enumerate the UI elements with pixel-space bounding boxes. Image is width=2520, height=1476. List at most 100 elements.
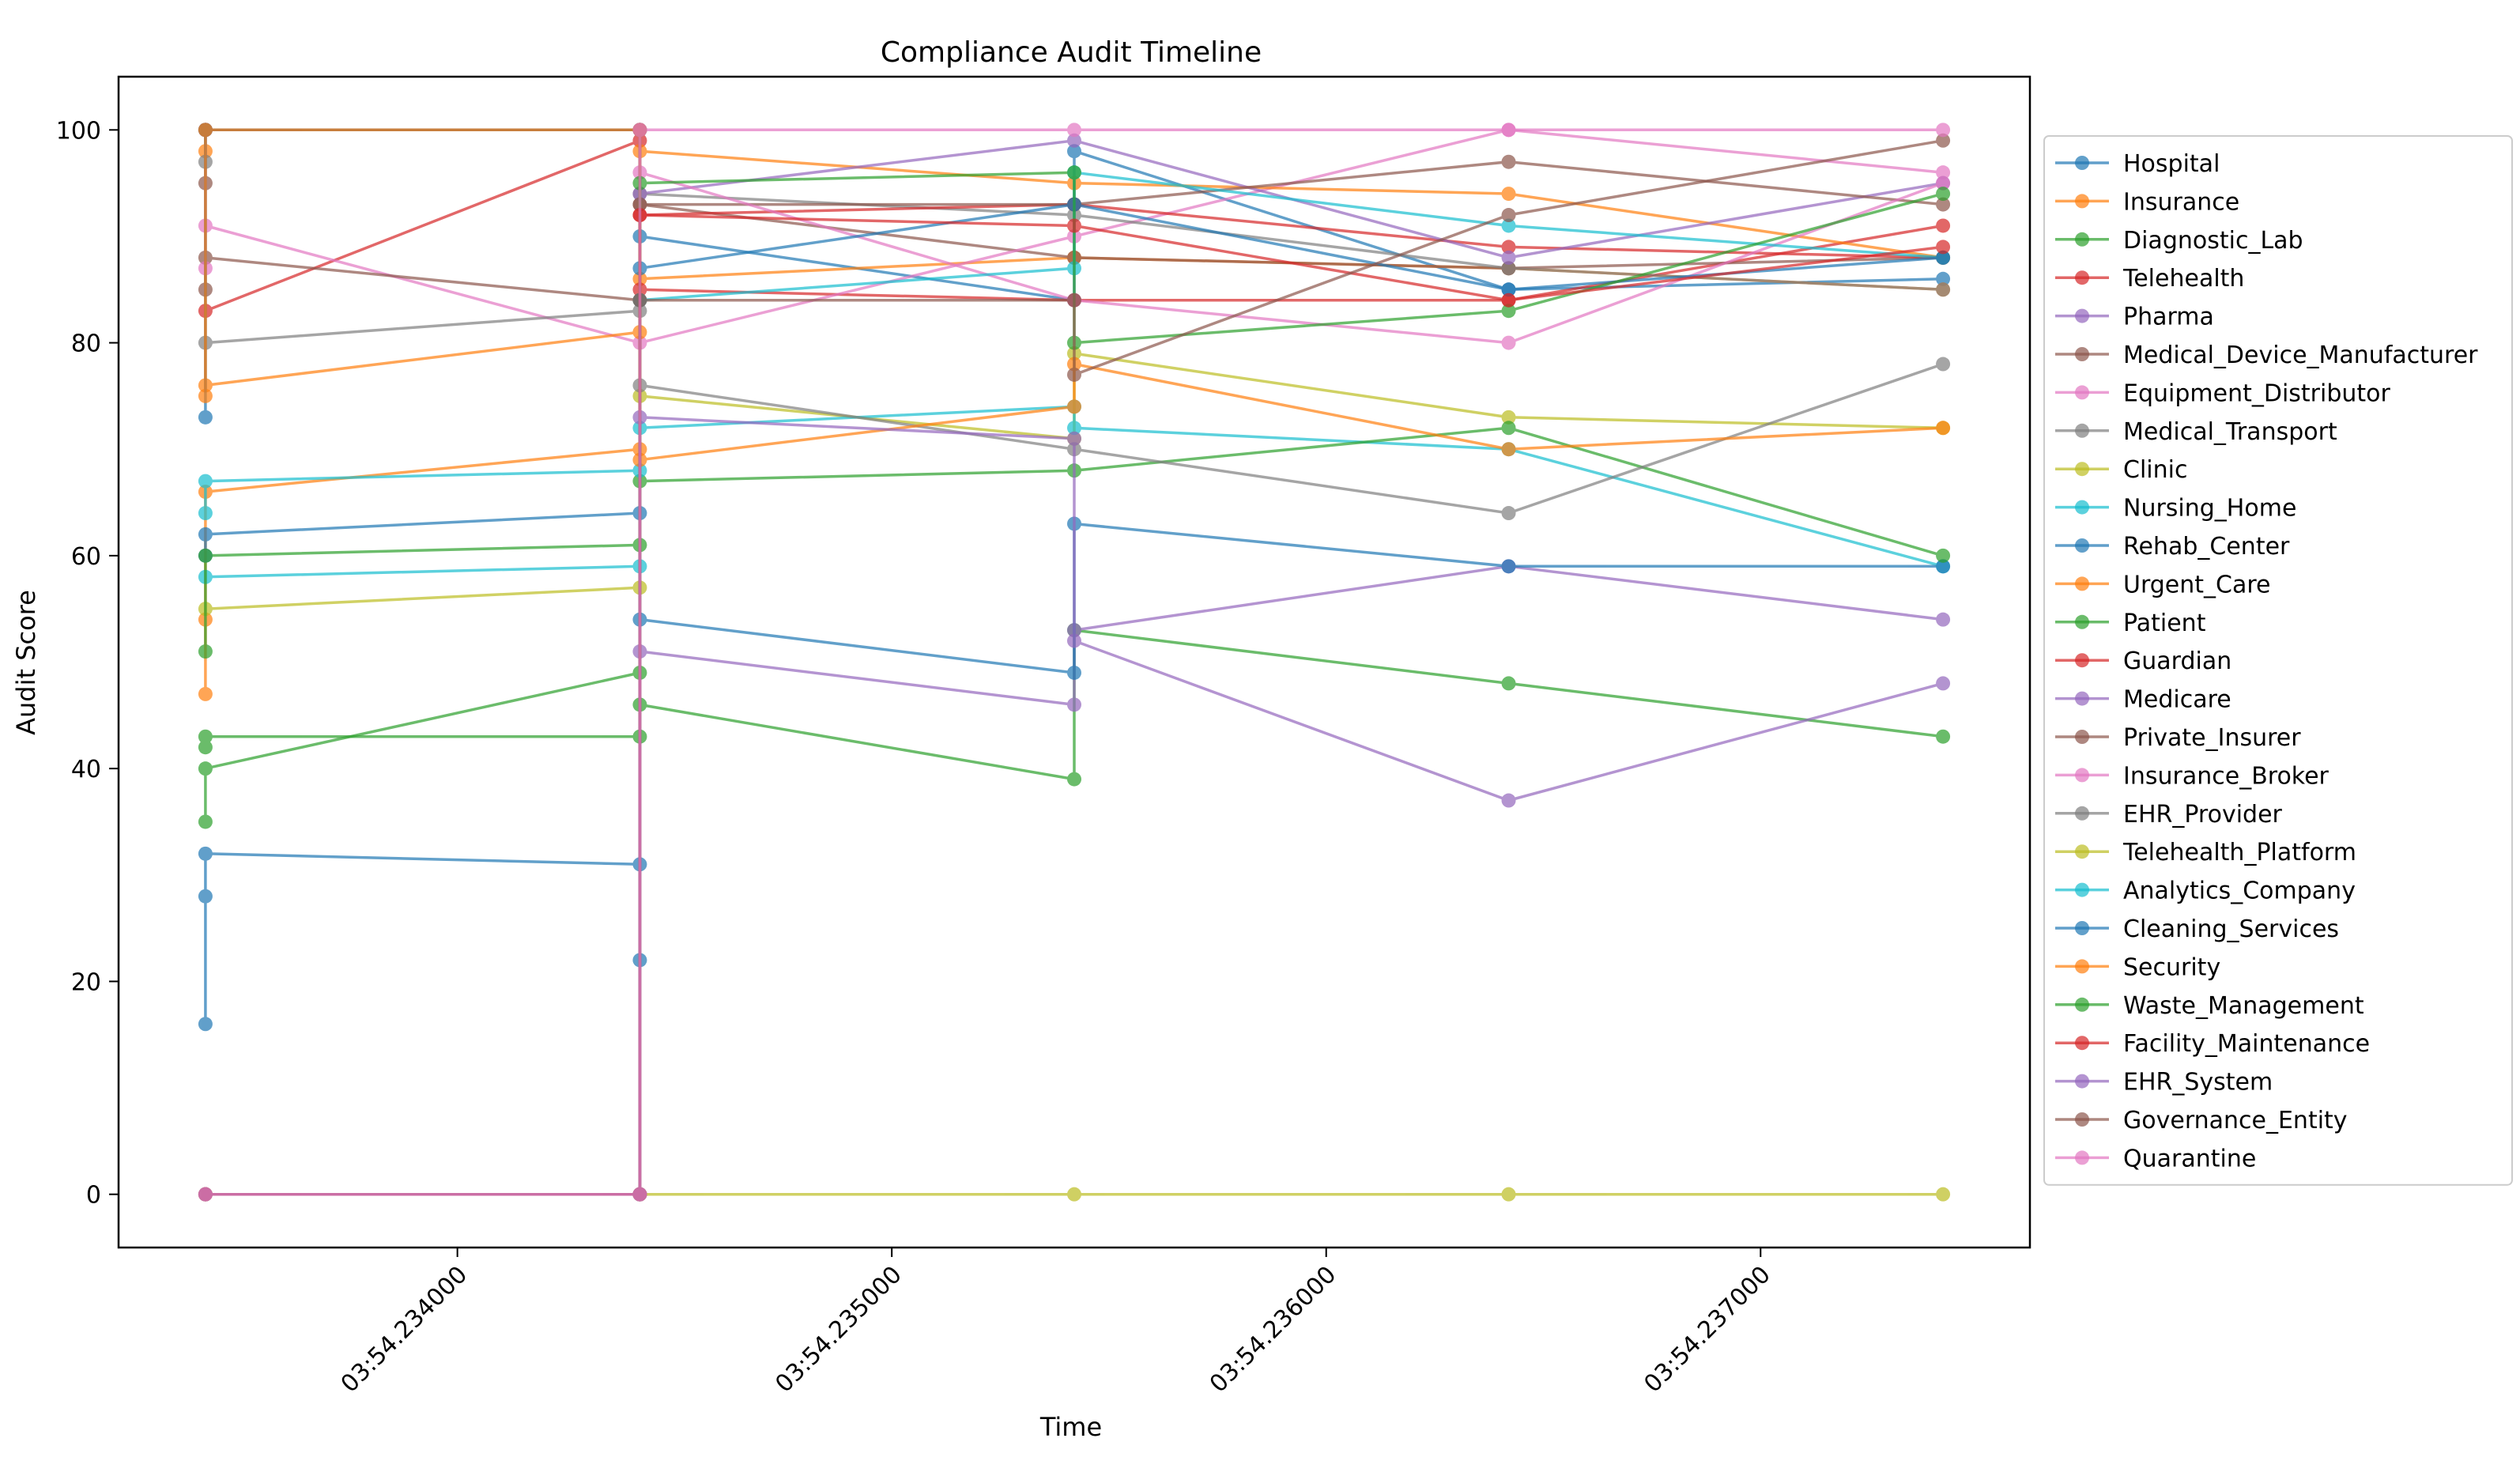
y-tick-label-40: 40 bbox=[71, 756, 101, 783]
legend-label-telehealth: Telehealth bbox=[2122, 265, 2244, 293]
series-analytics-company bbox=[198, 165, 1951, 521]
data-point-nursing-home-4 bbox=[1067, 421, 1081, 436]
legend-label-private-insurer: Private_Insurer bbox=[2123, 724, 2301, 752]
legend-marker-rehab-center bbox=[2075, 538, 2089, 553]
data-point-patient-1 bbox=[198, 761, 213, 776]
series-line-quarantine bbox=[205, 128, 1944, 1196]
legend-marker-diagnostic-lab bbox=[2075, 232, 2089, 247]
data-point-insurance-broker-5 bbox=[1501, 335, 1516, 350]
legend-item-private-insurer: Private_Insurer bbox=[2055, 724, 2301, 752]
legend-label-insurance: Insurance bbox=[2123, 188, 2239, 216]
legend-item-clinic: Clinic bbox=[2055, 456, 2187, 484]
data-point-security-4 bbox=[1067, 399, 1081, 414]
legend-item-telehealth: Telehealth bbox=[2055, 265, 2244, 293]
legend-marker-insurance bbox=[2075, 194, 2089, 209]
legend-item-security: Security bbox=[2055, 953, 2220, 981]
data-point-cleaning-services-6 bbox=[1936, 250, 1951, 265]
data-point-waste-management-7 bbox=[1936, 187, 1951, 202]
data-point-insurance-broker-6 bbox=[1936, 176, 1951, 191]
y-tick-label-80: 80 bbox=[71, 330, 101, 358]
legend-item-quarantine: Quarantine bbox=[2055, 1145, 2256, 1172]
y-tick-label-60: 60 bbox=[71, 543, 101, 571]
legend-label-facility-maintenance: Facility_Maintenance bbox=[2123, 1030, 2370, 1058]
legend-label-patient: Patient bbox=[2123, 610, 2206, 637]
legend-marker-insurance-broker bbox=[2075, 768, 2089, 783]
legend-marker-cleaning-services bbox=[2075, 921, 2089, 935]
legend-item-analytics-company: Analytics_Company bbox=[2055, 878, 2356, 905]
legend-marker-urgent-care bbox=[2075, 576, 2089, 591]
series-line-waste-management bbox=[204, 171, 1944, 651]
data-point-private-insurer-6 bbox=[1936, 197, 1951, 212]
legend-marker-equipment-distributor bbox=[2075, 385, 2089, 400]
legend-label-security: Security bbox=[2123, 953, 2220, 981]
data-point-medical-transport-4 bbox=[1501, 261, 1516, 276]
legend-marker-clinic bbox=[2075, 462, 2089, 477]
legend-label-pharma: Pharma bbox=[2123, 304, 2214, 331]
y-tick-label-0: 0 bbox=[86, 1182, 101, 1210]
data-point-governance-entity-4 bbox=[1067, 367, 1081, 382]
data-point-medicare-3 bbox=[1067, 133, 1081, 148]
legend-marker-nursing-home bbox=[2075, 500, 2089, 515]
data-point-urgent-care-5 bbox=[1501, 187, 1516, 202]
legend-label-quarantine: Quarantine bbox=[2123, 1145, 2256, 1172]
legend-marker-patient bbox=[2075, 614, 2089, 629]
legend: Hospital Insurance Diagnostic_Lab Telehealt… bbox=[2043, 135, 2513, 1186]
data-point-ehr-provider-6 bbox=[1936, 357, 1951, 372]
data-point-equipment-distributor-4 bbox=[1936, 165, 1951, 180]
x-axis-label: Time bbox=[1039, 1412, 1102, 1442]
data-point-rehab-center-7 bbox=[1936, 559, 1951, 574]
legend-label-hospital: Hospital bbox=[2123, 150, 2220, 178]
legend-label-clinic: Clinic bbox=[2123, 456, 2187, 484]
data-point-diagnostic-lab-0 bbox=[198, 740, 213, 755]
data-point-governance-entity-3 bbox=[1067, 293, 1081, 308]
legend-item-equipment-distributor: Equipment_Distributor bbox=[2055, 379, 2391, 407]
legend-marker-guardian bbox=[2075, 653, 2089, 668]
data-point-facility-maintenance-4 bbox=[1501, 293, 1516, 308]
y-tick-label-20: 20 bbox=[71, 968, 101, 996]
legend-label-diagnostic-lab: Diagnostic_Lab bbox=[2123, 227, 2303, 255]
data-point-quarantine-1 bbox=[632, 1187, 647, 1202]
data-point-cleaning-services-0 bbox=[198, 410, 213, 425]
data-point-medical-transport-5 bbox=[1936, 282, 1951, 297]
legend-marker-security bbox=[2075, 959, 2089, 974]
series-quarantine bbox=[198, 123, 1951, 1202]
data-point-diagnostic-lab-7 bbox=[1936, 729, 1951, 744]
data-point-insurance-0 bbox=[198, 686, 213, 701]
series-line-security bbox=[204, 128, 1944, 462]
legend-item-pharma: Pharma bbox=[2055, 304, 2214, 331]
data-point-ehr-system-3 bbox=[1067, 431, 1081, 446]
data-point-facility-maintenance-3 bbox=[1067, 218, 1081, 233]
data-point-telehealth-platform-2 bbox=[1067, 1187, 1081, 1202]
data-point-governance-entity-5 bbox=[1501, 208, 1516, 223]
legend-frame bbox=[2043, 135, 2513, 1186]
legend-item-medical-device-manufacturer: Medical_Device_Manufacturer bbox=[2055, 342, 2478, 369]
legend-label-rehab-center: Rehab_Center bbox=[2123, 533, 2290, 561]
legend-item-telehealth-platform: Telehealth_Platform bbox=[2055, 839, 2356, 866]
legend-label-telehealth-platform: Telehealth_Platform bbox=[2122, 839, 2356, 866]
legend-item-cleaning-services: Cleaning_Services bbox=[2055, 915, 2339, 943]
legend-label-medical-transport: Medical_Transport bbox=[2123, 418, 2337, 446]
legend-item-medical-transport: Medical_Transport bbox=[2055, 418, 2337, 446]
data-point-telehealth-5 bbox=[1936, 218, 1951, 233]
data-point-private-insurer-5 bbox=[1501, 154, 1516, 169]
data-point-patient-0 bbox=[198, 814, 213, 829]
legend-label-medical-device-manufacturer: Medical_Device_Manufacturer bbox=[2123, 342, 2478, 369]
series-line-telehealth bbox=[205, 139, 1944, 312]
legend-label-ehr-provider: EHR_Provider bbox=[2123, 801, 2283, 829]
legend-marker-private-insurer bbox=[2075, 730, 2089, 744]
legend-marker-ehr-system bbox=[2075, 1074, 2089, 1089]
legend-label-analytics-company: Analytics_Company bbox=[2123, 878, 2356, 905]
legend-item-guardian: Guardian bbox=[2055, 647, 2231, 675]
data-point-ehr-system-5 bbox=[1501, 793, 1516, 808]
data-point-rehab-center-4 bbox=[1067, 665, 1081, 680]
legend-label-equipment-distributor: Equipment_Distributor bbox=[2123, 379, 2391, 407]
data-point-quarantine-0 bbox=[198, 1187, 213, 1202]
legend-label-urgent-care: Urgent_Care bbox=[2123, 571, 2271, 598]
plot-area bbox=[198, 123, 1951, 1202]
data-point-waste-management-1 bbox=[198, 548, 213, 563]
legend-marker-telehealth-platform bbox=[2075, 844, 2089, 859]
data-point-patient-6 bbox=[1936, 548, 1951, 563]
data-point-hospital-1 bbox=[198, 889, 213, 904]
